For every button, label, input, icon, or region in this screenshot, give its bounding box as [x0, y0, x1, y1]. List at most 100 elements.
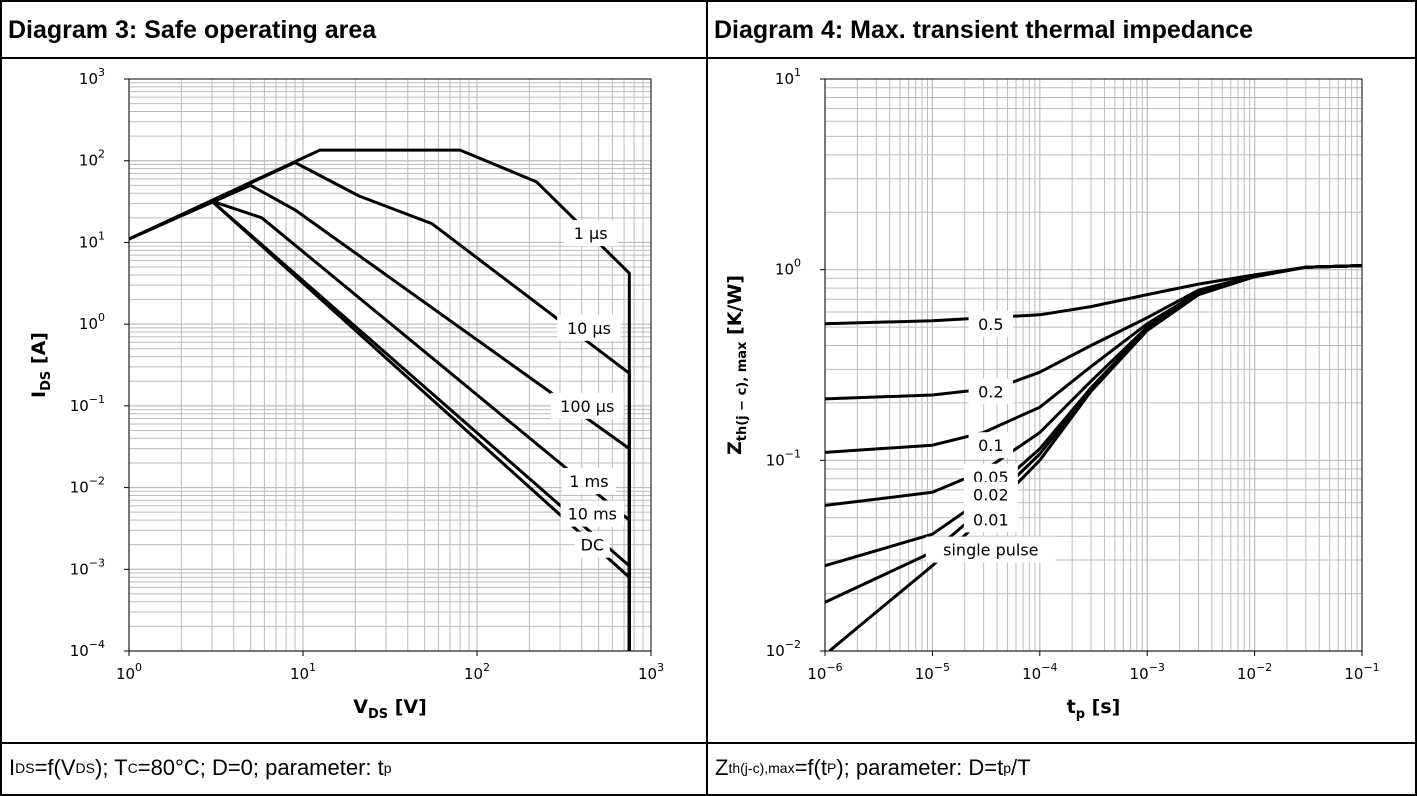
series-label-box	[561, 468, 616, 495]
caption-segment: =80°C; D=0; parameter: t	[137, 755, 384, 780]
series-label-box	[550, 392, 624, 419]
series-line-0-01	[825, 264, 1362, 604]
series-label-box	[925, 536, 1056, 563]
series-line-10-s	[129, 161, 631, 651]
y-tick-label: 102	[79, 148, 105, 170]
y-tick-label: 100	[79, 311, 105, 333]
series-label: 100 µs	[550, 392, 624, 419]
series-label-text: 100 µs	[560, 397, 614, 416]
x-tick-label: 10−1	[1344, 661, 1379, 683]
series-label-box	[968, 378, 1014, 405]
grid	[128, 78, 652, 652]
series-line-0-1	[825, 264, 1362, 454]
y-axis-label: IDS [A]	[28, 332, 54, 398]
series-line-DC	[210, 200, 631, 651]
plot-frame	[824, 78, 1363, 652]
series-label-box	[968, 432, 1014, 459]
caption-segment: /T	[1011, 755, 1031, 780]
series-label-text: 0.2	[978, 382, 1003, 401]
series-label-text: 0.01	[973, 510, 1009, 529]
series-label-text: single pulse	[943, 541, 1038, 560]
y-tick-label: 10−1	[70, 393, 105, 415]
y-tick-label: 10−3	[70, 556, 105, 578]
caption-segment: C	[127, 760, 138, 776]
y-tick-label: 10−1	[766, 447, 801, 469]
series-label-text: 0.5	[978, 315, 1003, 334]
caption-segment: Z	[715, 755, 729, 780]
caption-segment: =f(V	[34, 755, 76, 780]
plot-frame	[128, 78, 652, 652]
series-label-box	[563, 220, 618, 247]
frame-right	[1415, 0, 1417, 796]
frame-bottom	[0, 794, 1417, 796]
series-line-0-5	[825, 264, 1362, 326]
series-label: single pulse	[925, 536, 1056, 563]
series-label-text: 1 ms	[569, 472, 608, 491]
series-label-box	[968, 310, 1014, 337]
caption-segment: p	[1003, 760, 1012, 776]
soa-chart: 100 101 102 103 10−4 10−3 10−2 10−1 100 101 102 103…	[28, 66, 664, 722]
x-tick-label: 10−5	[915, 661, 950, 683]
x-tick-label: 10−4	[1022, 661, 1057, 683]
x-axis-label: tp [s]	[1067, 696, 1121, 722]
series-label: 10 ms	[560, 500, 625, 527]
caption-segment: DS	[15, 760, 35, 776]
thermal-impedance-chart: 10−6 10−5 10−4 10−3 10−2 10−1 10−2 10−1 100 101 tp…	[724, 66, 1380, 722]
series-label: 0.5	[968, 310, 1014, 337]
x-tick-label: 100	[116, 661, 142, 683]
series-label: 1 ms	[561, 468, 616, 495]
y-tick-label: 101	[79, 229, 105, 251]
y-tick-label: 100	[775, 257, 801, 279]
series-group	[129, 148, 631, 651]
series-label-box	[560, 500, 625, 527]
series-label-text: 0.1	[978, 436, 1003, 455]
series-label-box	[574, 531, 610, 558]
series-line-single-pulse	[828, 264, 1362, 651]
series-label-text: 10 µs	[567, 319, 611, 338]
caption-segment: ); T	[95, 755, 128, 780]
y-tick-label: 10−2	[70, 475, 105, 497]
series-label: 1 µs	[563, 220, 618, 247]
frame-caption-rule	[0, 742, 1417, 744]
series-label: DC	[574, 531, 610, 558]
series-label: 10 µs	[557, 314, 621, 341]
frame-left	[0, 0, 2, 796]
caption-segment: ); parameter: D=t	[836, 755, 1004, 780]
caption-segment: P	[826, 760, 837, 776]
caption-segment: th(j-c),max	[728, 760, 795, 776]
y-axis-label: Zth(j − c), max [K/W]	[724, 275, 750, 455]
series-label: 0.01	[963, 506, 1018, 533]
series-label-box	[557, 314, 621, 341]
x-axis-label: VDS [V]	[353, 696, 427, 722]
x-tick-label: 10−3	[1130, 661, 1165, 683]
y-tick-label: 101	[775, 66, 801, 88]
caption-segment: =f(t	[794, 755, 827, 780]
series-label-text: 0.02	[973, 486, 1009, 505]
y-tick-label: 103	[79, 66, 105, 88]
x-tick-label: 103	[638, 661, 664, 683]
series-group	[825, 264, 1362, 651]
y-tick-label: 10−2	[766, 638, 801, 660]
x-tick-label: 102	[464, 661, 490, 683]
x-tick-label: 10−6	[807, 661, 842, 683]
series-label-box	[963, 481, 1018, 508]
caption-segment: p	[383, 760, 392, 776]
x-tick-label: 101	[290, 661, 316, 683]
series-line-1-ms	[129, 199, 631, 651]
series-label-text: DC	[581, 536, 605, 555]
y-tick-label: 10−4	[70, 638, 105, 660]
caption-segment: I	[9, 755, 16, 780]
diagram-4-header: Diagram 4: Max. transient thermal impeda…	[714, 15, 1254, 44]
frame-top	[0, 0, 1417, 2]
series-label-text: 10 ms	[568, 505, 617, 524]
series-label: 0.1	[968, 432, 1014, 459]
series-label-text: 1 µs	[574, 224, 608, 243]
frame-middle	[706, 0, 708, 796]
series-line-0-02	[825, 264, 1362, 568]
series-label: 0.02	[963, 481, 1018, 508]
series-label-box	[963, 506, 1018, 533]
caption-segment: DS	[75, 760, 95, 776]
